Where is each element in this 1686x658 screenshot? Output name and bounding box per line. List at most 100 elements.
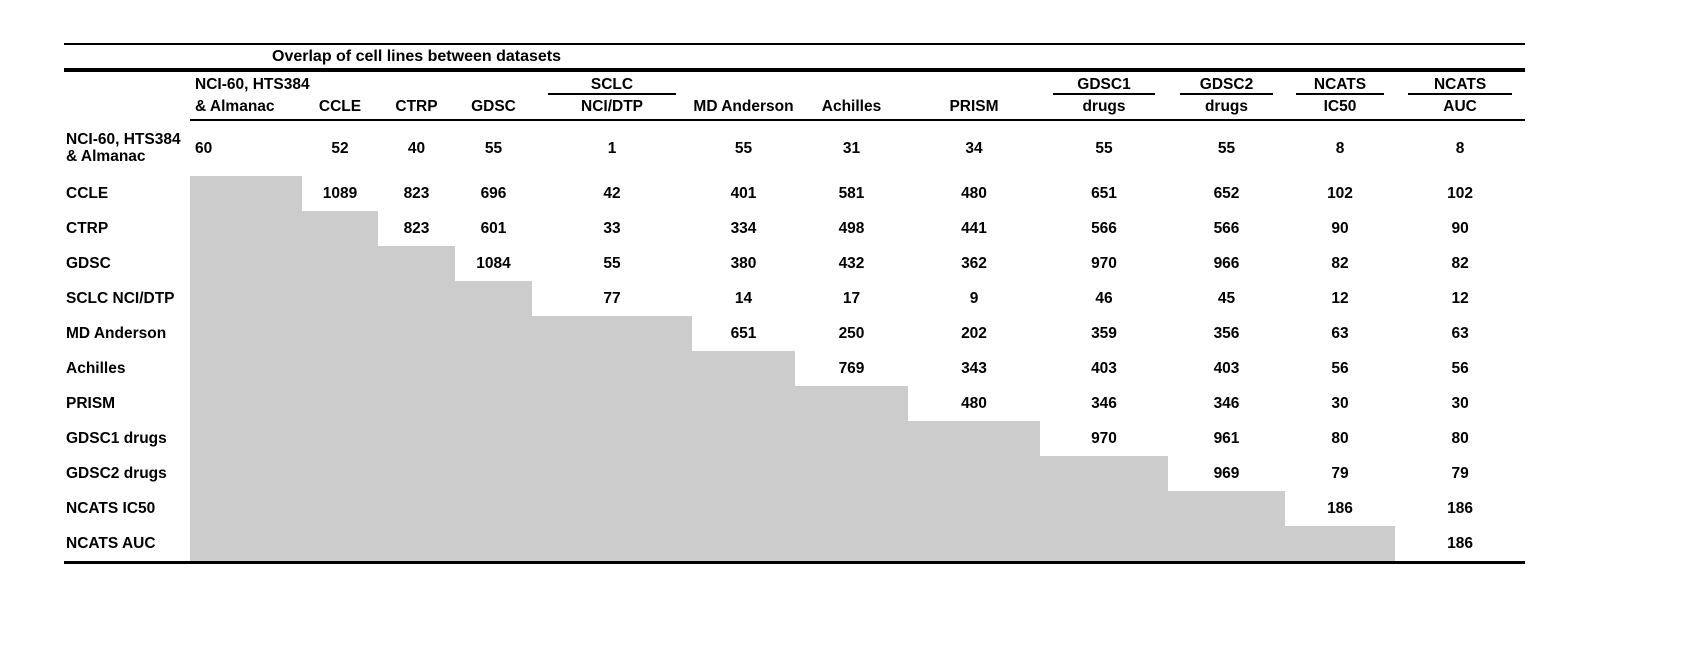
matrix-cell: 651 [730, 324, 757, 342]
shaded-cell [532, 456, 692, 491]
matrix-cell: 601 [480, 219, 507, 237]
matrix-cell: 769 [838, 359, 865, 377]
shaded-cell [190, 491, 302, 526]
shaded-cell [795, 526, 908, 564]
matrix-cell: 1084 [476, 254, 511, 272]
row-label: CCLE [66, 185, 109, 202]
column-header-line1 [795, 72, 908, 95]
column-header-line1 [908, 72, 1040, 95]
matrix-cell: 581 [838, 184, 865, 202]
row-label: NCATS IC50 [66, 500, 156, 517]
column-header-9: GDSC1 drugs [1040, 70, 1168, 121]
matrix-cell: 970 [1091, 429, 1117, 447]
shaded-cell [302, 386, 378, 421]
matrix-cell: 14 [734, 289, 753, 307]
matrix-cell: 31 [842, 139, 861, 157]
shaded-cell [302, 351, 378, 386]
shaded-cell [302, 456, 378, 491]
matrix-cell: 823 [403, 219, 430, 237]
matrix-cell: 970 [1091, 254, 1117, 272]
shaded-cell [190, 246, 302, 281]
shaded-cell [795, 421, 908, 456]
shaded-cell [302, 211, 378, 246]
shaded-cell [190, 316, 302, 351]
table-row: CCLE 1089 823 696 42 401 581 480 651 652 102 102 [64, 176, 1525, 211]
column-header-line2: & Almanac [195, 98, 275, 115]
matrix-cell: 432 [838, 254, 865, 272]
matrix-cell: 498 [838, 219, 865, 237]
shaded-cell [378, 491, 455, 526]
column-header-line1: NCATS [1408, 72, 1513, 95]
column-header-line2: NCI/DTP [581, 98, 643, 115]
shaded-cell [302, 246, 378, 281]
column-header-3: CTRP [378, 70, 455, 121]
table-row: NCI-60, HTS384 & Almanac 60 52 40 55 1 55 31 34 5… [64, 120, 1525, 176]
row-label: NCATS AUC [64, 526, 190, 564]
corner-cell [64, 70, 190, 120]
shaded-cell [1168, 526, 1285, 564]
matrix-cell: 55 [734, 139, 753, 157]
table-row: GDSC 1084 55 380 432 362 970 966 82 82 [64, 246, 1525, 281]
shaded-cell [1285, 526, 1395, 564]
matrix-cell: 33 [603, 219, 621, 237]
shaded-cell [692, 386, 795, 421]
matrix-cell: 969 [1213, 464, 1240, 482]
column-header-line2: drugs [1204, 98, 1249, 115]
row-label: NCI-60, HTS384 & Almanac [66, 131, 181, 165]
matrix-cell: 34 [965, 139, 983, 157]
matrix-cell: 30 [1331, 394, 1349, 412]
matrix-cell: 12 [1451, 289, 1469, 307]
matrix-cell: 79 [1331, 464, 1349, 482]
matrix-cell: 17 [842, 289, 861, 307]
matrix-cell: 1 [607, 139, 617, 157]
matrix-cell: 1089 [322, 184, 358, 202]
matrix-cell: 55 [1095, 139, 1113, 157]
shaded-cell [455, 456, 532, 491]
matrix-cell: 46 [1095, 289, 1113, 307]
matrix-cell: 186 [1447, 499, 1474, 517]
matrix-cell: 56 [1331, 359, 1349, 377]
overlap-table-figure: Overlap of cell lines between datasets N… [64, 43, 1686, 564]
table-row: GDSC1 drugs 970 961 80 80 [64, 421, 1525, 456]
column-header-line2: IC50 [1323, 98, 1357, 115]
row-label: GDSC [66, 255, 111, 272]
matrix-cell: 566 [1091, 219, 1117, 237]
shaded-cell [190, 211, 302, 246]
matrix-cell: 202 [961, 324, 987, 342]
matrix-cell: 250 [838, 324, 865, 342]
shaded-cell [302, 316, 378, 351]
table-row: Achilles 769 343 403 403 56 56 [64, 351, 1525, 386]
table-header: Overlap of cell lines between datasets N… [64, 43, 1526, 121]
shaded-cell [795, 456, 908, 491]
shaded-cell [190, 281, 302, 316]
matrix-cell: 80 [1451, 429, 1469, 447]
shaded-cell [455, 351, 532, 386]
shaded-cell [1040, 526, 1168, 564]
column-header-5: SCLC NCI/DTP [532, 70, 692, 121]
column-header-line2: CCLE [318, 98, 362, 115]
matrix-cell: 8 [1335, 139, 1345, 157]
shaded-cell [908, 456, 1040, 491]
column-header-line1: GDSC2 [1179, 72, 1274, 95]
shaded-cell [908, 526, 1040, 564]
shaded-cell [532, 351, 692, 386]
row-label: Achilles [66, 360, 126, 377]
matrix-cell: 82 [1451, 254, 1469, 272]
shaded-cell [378, 386, 455, 421]
shaded-cell [190, 421, 302, 456]
shaded-cell [378, 421, 455, 456]
column-header-11: NCATS IC50 [1285, 70, 1395, 121]
column-header-line1: NCI-60, HTS384 [195, 76, 310, 93]
shaded-cell [190, 526, 302, 564]
column-header-line2: AUC [1443, 98, 1477, 115]
shaded-cell [1168, 491, 1285, 526]
column-header-6: MD Anderson [692, 70, 795, 121]
matrix-cell: 63 [1331, 324, 1349, 342]
shaded-cell [455, 281, 532, 316]
shaded-cell [378, 351, 455, 386]
shaded-cell [302, 491, 378, 526]
shaded-cell [532, 386, 692, 421]
row-label: MD Anderson [66, 325, 167, 342]
matrix-cell: 80 [1331, 429, 1349, 447]
matrix-cell: 55 [484, 139, 503, 157]
